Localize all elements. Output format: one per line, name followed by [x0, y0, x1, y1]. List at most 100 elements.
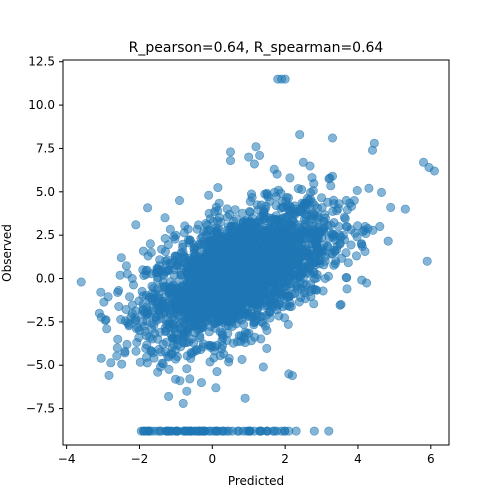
- scatter-point: [172, 426, 182, 436]
- scatter-point: [180, 285, 190, 295]
- scatter-point: [239, 298, 249, 308]
- scatter-point: [266, 289, 276, 299]
- scatter-point: [304, 228, 314, 238]
- scatter-point: [323, 242, 333, 252]
- scatter-point: [324, 426, 334, 436]
- scatter-point: [237, 354, 247, 364]
- scatter-point: [218, 265, 228, 275]
- scatter-point: [342, 284, 352, 294]
- scatter-point: [149, 353, 159, 363]
- scatter-point: [280, 426, 290, 436]
- scatter-point: [342, 273, 352, 283]
- chart-title: R_pearson=0.64, R_spearman=0.64: [129, 40, 384, 56]
- scatter-point: [266, 277, 276, 287]
- y-axis-ticks: −7.5 −5.0 −2.5 0.0 2.5 5.0 7.5 10.0 12.5: [26, 55, 63, 416]
- scatter-point: [255, 426, 265, 436]
- scatter-point: [346, 240, 356, 250]
- scatter-point: [292, 282, 302, 292]
- scatter-point: [151, 297, 161, 307]
- scatter-point: [338, 230, 348, 240]
- scatter-point: [240, 338, 250, 348]
- scatter-point: [141, 343, 151, 353]
- scatter-point: [247, 189, 257, 199]
- scatter-point: [329, 260, 339, 270]
- scatter-point: [116, 253, 126, 263]
- scatter-point: [185, 374, 195, 384]
- scatter-point: [244, 152, 254, 162]
- scatter-point: [189, 289, 199, 299]
- scatter-point: [187, 349, 197, 359]
- scatter-point: [193, 311, 203, 321]
- scatter-point: [112, 351, 122, 361]
- bottom-band-points: [136, 426, 334, 436]
- scatter-point: [113, 287, 123, 297]
- y-tick-label: 0.0: [36, 272, 55, 286]
- scatter-point: [329, 218, 339, 228]
- scatter-point: [262, 325, 272, 335]
- scatter-point: [252, 309, 262, 319]
- scatter-point: [210, 342, 220, 352]
- scatter-point: [317, 193, 327, 203]
- scatter-point: [232, 294, 242, 304]
- scatter-point: [263, 192, 273, 202]
- scatter-point: [341, 248, 351, 258]
- scatter-point: [237, 226, 247, 236]
- scatter-point: [279, 293, 289, 303]
- scatter-point: [253, 298, 263, 308]
- scatter-point: [280, 313, 290, 323]
- scatter-point: [153, 334, 163, 344]
- scatter-point: [104, 370, 114, 380]
- scatter-point: [221, 305, 231, 315]
- scatter-point: [181, 426, 191, 436]
- scatter-point: [220, 238, 230, 248]
- scatter-point: [223, 328, 233, 338]
- scatter-point: [135, 357, 145, 367]
- scatter-point: [120, 346, 130, 356]
- scatter-point: [309, 200, 319, 210]
- scatter-point: [284, 301, 294, 311]
- scatter-point: [180, 221, 190, 231]
- scatter-point: [115, 270, 125, 280]
- scatter-point: [204, 293, 214, 303]
- scatter-point: [153, 275, 163, 285]
- scatter-point: [306, 292, 316, 302]
- scatter-point: [210, 317, 220, 327]
- scatter-point: [147, 281, 157, 291]
- scatter-point: [213, 183, 223, 193]
- scatter-point: [241, 285, 251, 295]
- y-tick-label: 2.5: [36, 228, 55, 242]
- scatter-point: [375, 222, 385, 232]
- y-tick-label: −7.5: [26, 402, 55, 416]
- scatter-point: [248, 249, 258, 259]
- scatter-point: [182, 364, 192, 374]
- y-tick-label: −5.0: [26, 358, 55, 372]
- scatter-point: [151, 316, 161, 326]
- scatter-point: [132, 337, 142, 347]
- scatter-point: [192, 224, 202, 234]
- y-tick-label: 10.0: [28, 98, 55, 112]
- scatter-point: [163, 240, 173, 250]
- scatter-point: [146, 309, 156, 319]
- scatter-point: [196, 279, 206, 289]
- scatter-point: [164, 364, 174, 374]
- scatter-point: [133, 323, 143, 333]
- scatter-point: [268, 426, 278, 436]
- scatter-points: [76, 74, 439, 408]
- scatter-point: [362, 278, 372, 288]
- x-tick-label: 4: [354, 452, 362, 466]
- scatter-point: [290, 259, 300, 269]
- scatter-point: [251, 142, 261, 152]
- scatter-point: [183, 253, 193, 263]
- scatter-point: [327, 249, 337, 259]
- scatter-point: [293, 252, 303, 262]
- scatter-point: [400, 204, 410, 214]
- scatter-point: [281, 196, 291, 206]
- scatter-point: [295, 228, 305, 238]
- scatter-point: [304, 265, 314, 275]
- scatter-point: [171, 303, 181, 313]
- scatter-point: [253, 205, 263, 215]
- scatter-point: [212, 367, 222, 377]
- scatter-point: [234, 426, 244, 436]
- scatter-point: [364, 183, 374, 193]
